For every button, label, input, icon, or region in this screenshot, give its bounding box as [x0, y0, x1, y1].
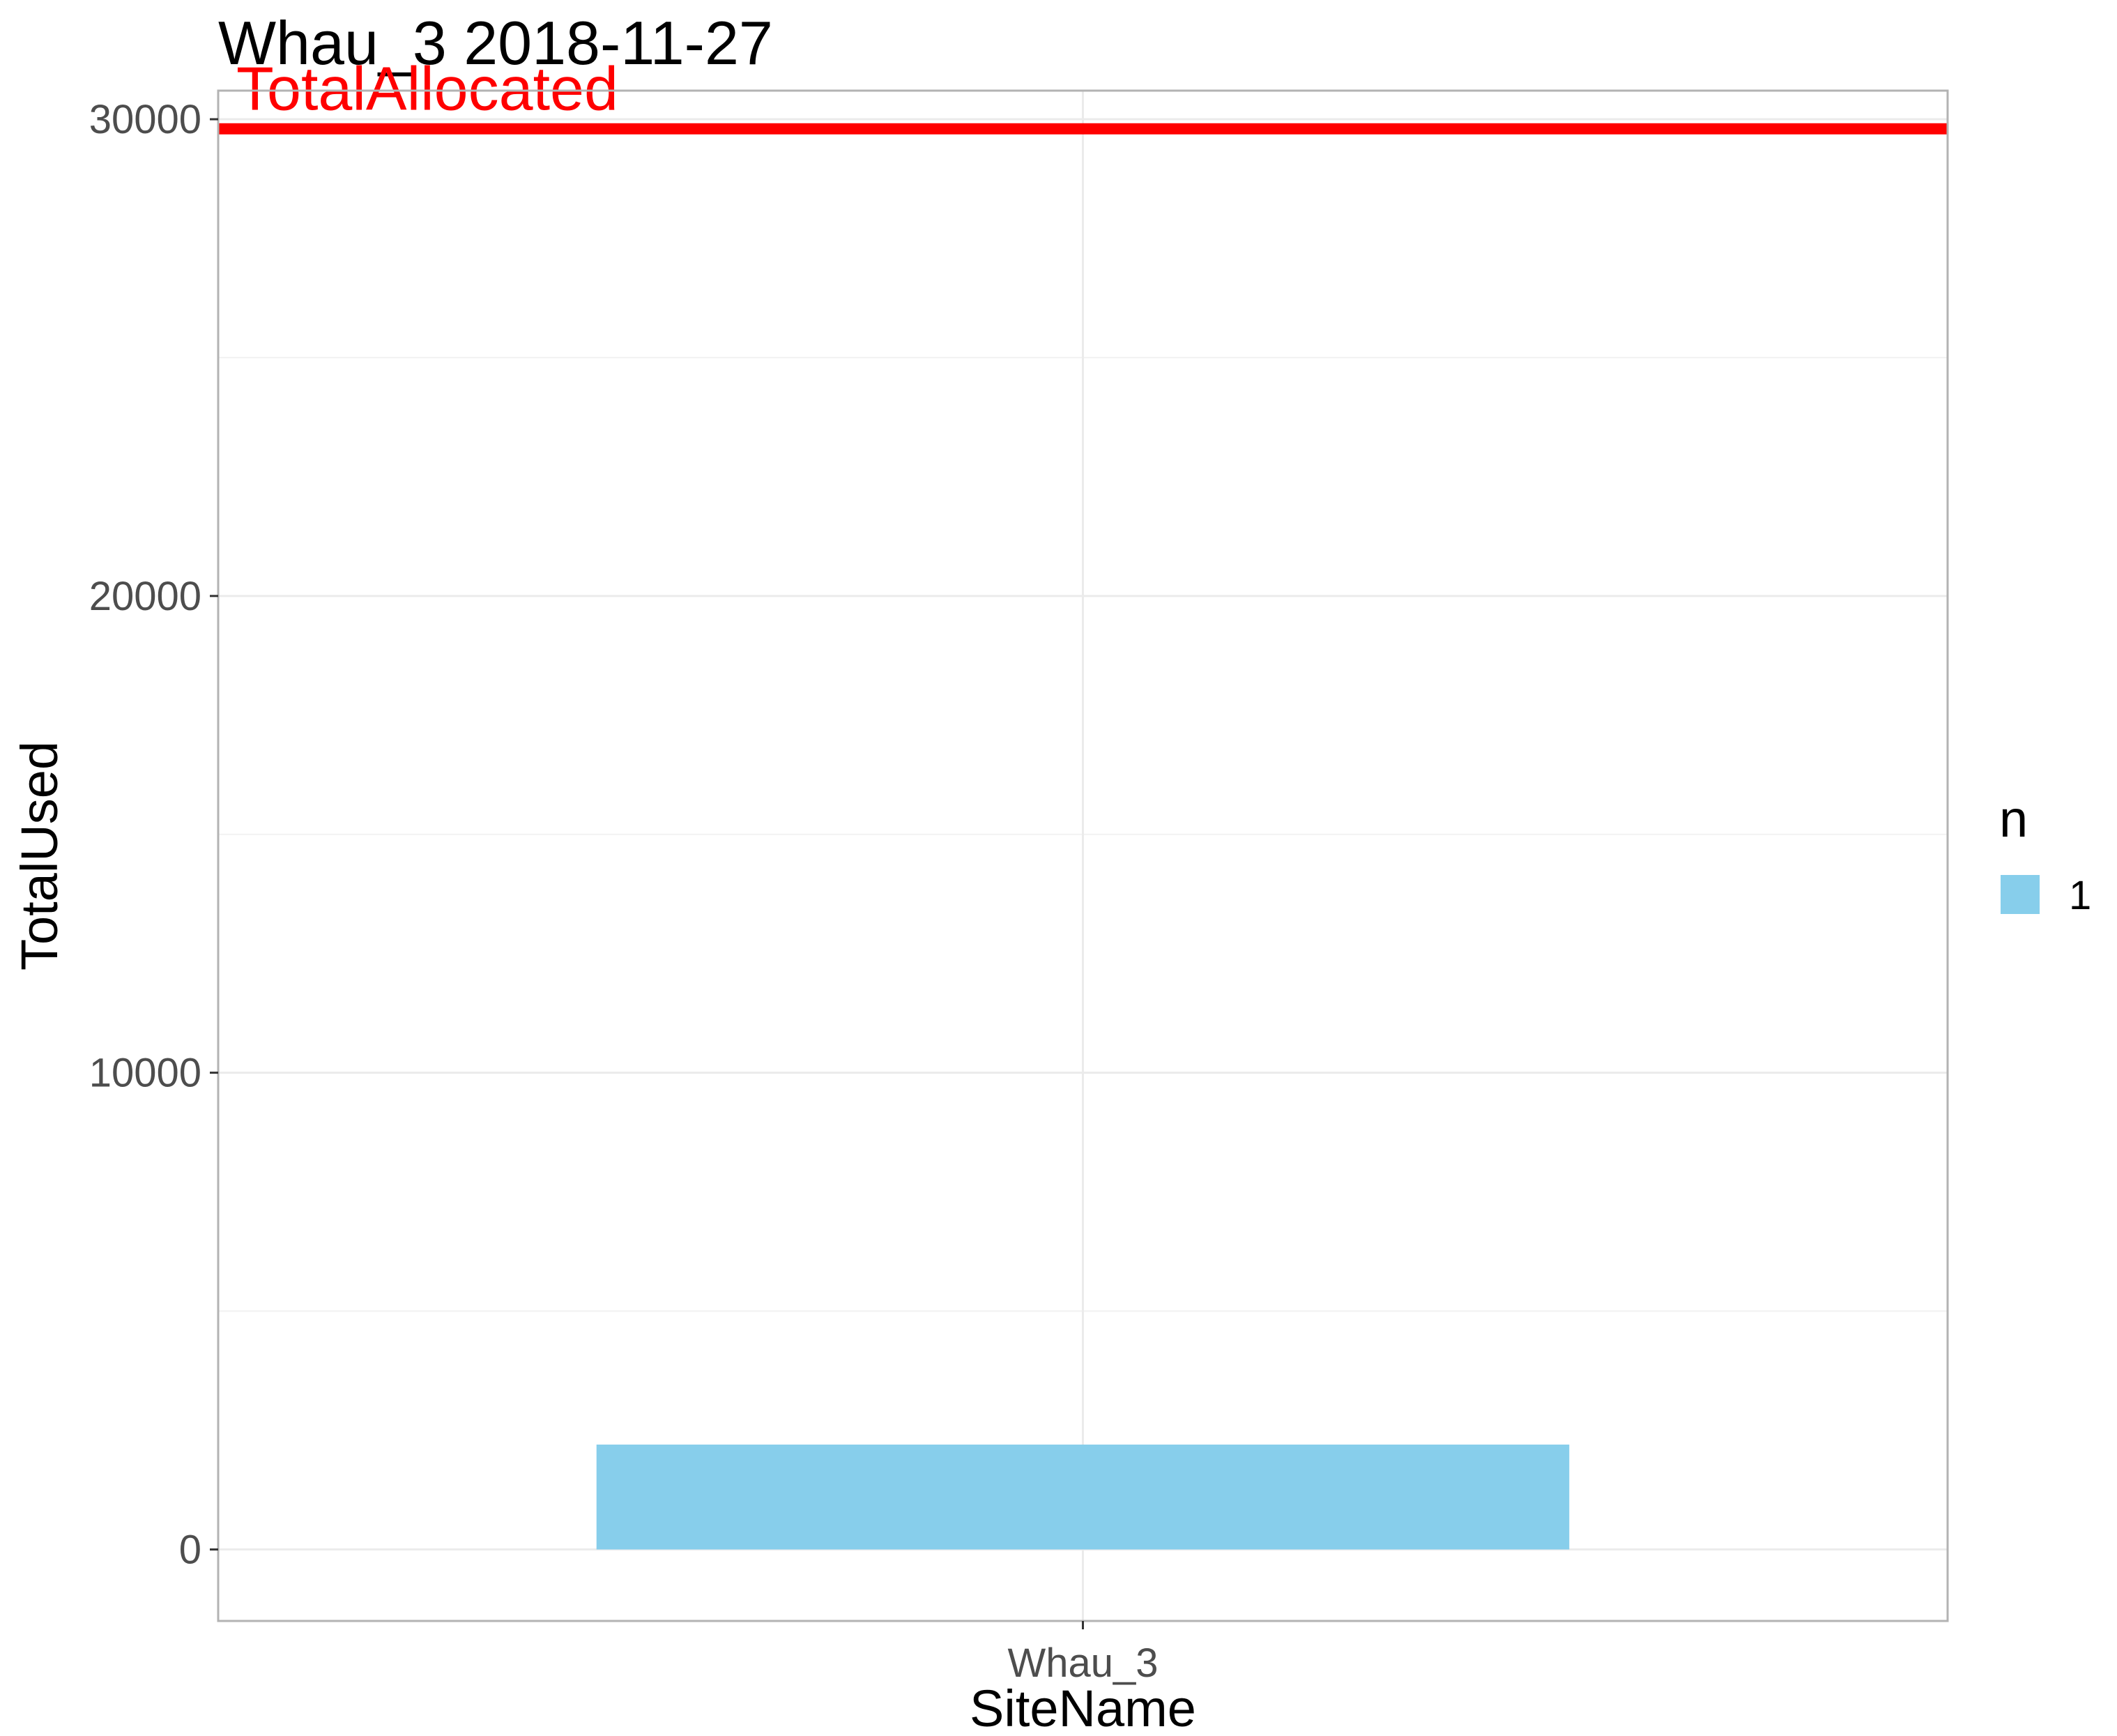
chart-title: Whau_3 2018-11-27: [218, 8, 773, 77]
bar: [596, 1444, 1570, 1550]
y-tick-label: 30000: [89, 97, 201, 142]
y-axis-title: TotalUsed: [10, 741, 68, 970]
plot-panel: TotalAllocated 0 10000 20000 30000 Whau_3: [89, 54, 1949, 1686]
y-tick-label: 0: [179, 1527, 201, 1572]
y-tick-label: 20000: [89, 574, 201, 619]
reference-line-label: TotalAllocated: [236, 54, 618, 123]
y-tick-label: 10000: [89, 1051, 201, 1096]
legend-key: [2001, 875, 2040, 914]
x-tick-label: Whau_3: [1007, 1640, 1158, 1686]
legend: n 1: [1999, 790, 2091, 918]
x-axis-title: SiteName: [970, 1680, 1196, 1736]
legend-title: n: [1999, 790, 2028, 848]
legend-label: 1: [2069, 873, 2091, 918]
